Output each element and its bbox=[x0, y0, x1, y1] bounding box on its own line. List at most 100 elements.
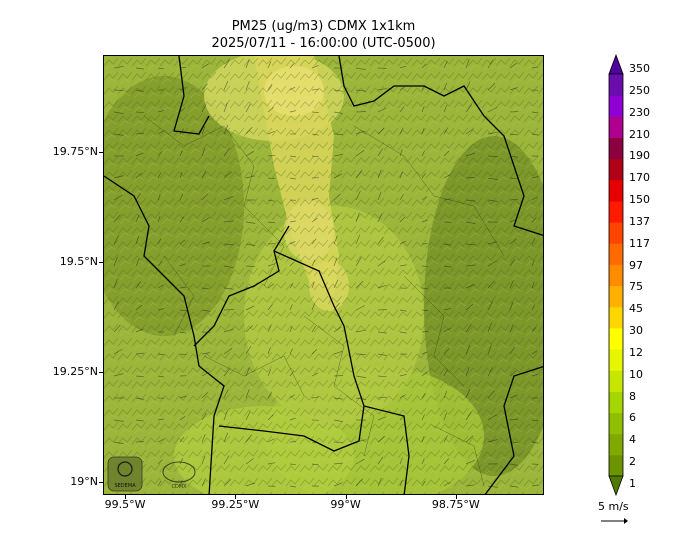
wind-vector bbox=[245, 81, 250, 91]
wind-vector bbox=[245, 103, 251, 113]
wind-vector bbox=[465, 243, 476, 246]
wind-vector bbox=[113, 235, 119, 245]
wind-vector bbox=[113, 133, 124, 136]
wind-vector bbox=[267, 303, 273, 311]
wind-vector bbox=[531, 196, 538, 201]
wind-vector bbox=[377, 127, 385, 135]
colorbar-tick-label: 12 bbox=[629, 345, 643, 359]
wind-vector bbox=[289, 155, 296, 158]
wind-vector bbox=[245, 345, 252, 355]
colorbar-segment bbox=[609, 391, 623, 414]
y-tick-mark bbox=[99, 481, 103, 483]
wind-vector bbox=[223, 348, 233, 355]
wind-vector bbox=[377, 396, 387, 399]
wind-vector bbox=[421, 371, 427, 377]
wind-vector bbox=[223, 367, 231, 377]
colorbar-segment bbox=[609, 433, 623, 456]
wind-vector bbox=[399, 264, 407, 267]
wind-vector bbox=[223, 195, 234, 201]
wind-vector bbox=[113, 194, 123, 201]
wind-vector bbox=[377, 353, 387, 356]
wind-vector bbox=[421, 309, 429, 311]
x-tick-mark bbox=[345, 495, 347, 499]
wind-vector bbox=[333, 154, 343, 157]
wind-vector bbox=[443, 369, 448, 377]
wind-vector bbox=[377, 88, 387, 91]
wind-scale-label: 5 m/s bbox=[598, 500, 629, 513]
wind-vector bbox=[267, 325, 272, 333]
wind-vector bbox=[355, 375, 366, 378]
logo-cdmx: CDMX bbox=[162, 461, 196, 490]
wind-vector bbox=[465, 389, 471, 399]
wind-vector bbox=[289, 394, 296, 399]
wind-vector bbox=[443, 348, 450, 355]
colorbar-tick-label: 170 bbox=[629, 171, 650, 185]
wind-vector bbox=[421, 84, 426, 91]
wind-vector bbox=[509, 324, 514, 333]
wind-vector bbox=[135, 111, 144, 114]
wind-vector bbox=[487, 260, 497, 267]
wind-vector bbox=[201, 412, 207, 421]
wind-vector bbox=[179, 353, 187, 356]
wind-vector bbox=[289, 348, 293, 355]
pm25-map: SEDEMA CDMX bbox=[103, 55, 544, 495]
wind-vector bbox=[377, 191, 382, 201]
wind-vector bbox=[421, 219, 428, 223]
colorbar-segment bbox=[609, 158, 623, 181]
wind-vector bbox=[223, 265, 234, 269]
wind-vector bbox=[135, 397, 144, 400]
wind-vector bbox=[465, 366, 470, 377]
y-tick-label: 19.25°N bbox=[52, 364, 98, 378]
wind-vector bbox=[487, 107, 497, 113]
wind-vector bbox=[355, 149, 365, 157]
wind-vector bbox=[179, 331, 187, 334]
wind-vector bbox=[245, 325, 253, 333]
wind-vector bbox=[267, 414, 274, 421]
wind-vector bbox=[509, 198, 519, 201]
wind-vector bbox=[465, 128, 474, 135]
wind-vector bbox=[179, 171, 183, 179]
wind-vector bbox=[509, 370, 517, 377]
wind-vector bbox=[289, 261, 295, 267]
wind-vector bbox=[355, 329, 366, 333]
wind-vector bbox=[487, 439, 498, 443]
wind-vector bbox=[179, 286, 187, 289]
colorbar-tick-label: 97 bbox=[629, 258, 643, 272]
wind-vector bbox=[509, 418, 519, 421]
wind-vector bbox=[443, 127, 449, 135]
colorbar-segment bbox=[609, 412, 623, 435]
colorbar-segment bbox=[609, 95, 623, 117]
wind-vector bbox=[465, 284, 475, 289]
wind-vector bbox=[289, 177, 296, 180]
wind-vector bbox=[355, 478, 364, 487]
wind-vector bbox=[157, 110, 165, 113]
wind-vector bbox=[201, 478, 206, 487]
wind-vector bbox=[157, 130, 164, 135]
wind-vector bbox=[531, 133, 539, 136]
wind-vector bbox=[377, 375, 387, 378]
wind-vector bbox=[245, 150, 255, 157]
wind-vector bbox=[421, 351, 428, 355]
wind-vector bbox=[135, 304, 143, 311]
wind-vector bbox=[223, 410, 228, 421]
wind-vector bbox=[377, 436, 386, 443]
wind-vector bbox=[333, 173, 343, 179]
wind-vector bbox=[157, 353, 165, 356]
wind-vector bbox=[399, 479, 403, 487]
logo-sedema: SEDEMA bbox=[107, 456, 143, 492]
wind-vector bbox=[399, 457, 403, 465]
wind-vector bbox=[311, 325, 316, 333]
wind-vector bbox=[421, 172, 426, 179]
wind-vector bbox=[399, 106, 405, 113]
wind-vector bbox=[465, 435, 474, 443]
wind-vector bbox=[377, 284, 387, 289]
wind-vector bbox=[421, 414, 425, 421]
wind-vector bbox=[223, 432, 229, 443]
wind-vector bbox=[157, 261, 163, 267]
wind-vector bbox=[223, 309, 234, 311]
wind-vector bbox=[311, 155, 319, 158]
colorbar-segment bbox=[609, 137, 623, 160]
wind-vector bbox=[223, 388, 229, 399]
wind-vector bbox=[289, 63, 295, 69]
y-tick-label: 19.75°N bbox=[52, 144, 98, 158]
